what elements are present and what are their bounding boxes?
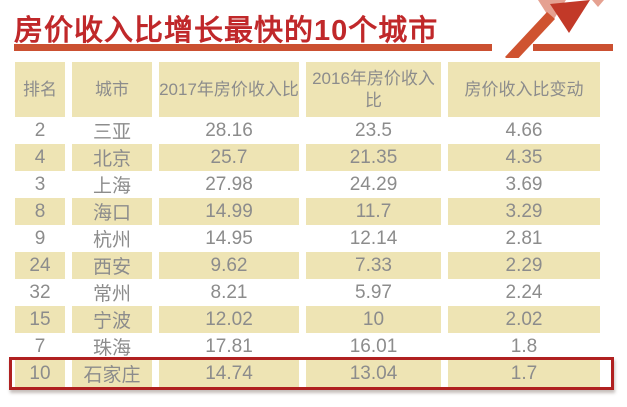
change-cell: 3.29 [448, 198, 600, 225]
ratio-2016-cell: 5.97 [306, 279, 441, 306]
ratio-2017-cell: 17.81 [159, 333, 299, 360]
table-row: 7 珠海 17.81 16.01 1.8 [15, 333, 600, 360]
ratio-2017-cell: 28.16 [159, 117, 299, 144]
header-row: 排名 城市 2017年房价收入比 2016年房价收入比 房价收入比变动 [15, 62, 600, 117]
ratio-2017-cell: 14.95 [159, 225, 299, 252]
price-income-ratio-table: 排名 城市 2017年房价收入比 2016年房价收入比 房价收入比变动 2 三亚… [8, 62, 607, 387]
ratio-2017-cell: 12.02 [159, 306, 299, 333]
rank-cell: 9 [15, 225, 65, 252]
city-cell: 北京 [72, 144, 152, 171]
city-cell: 西安 [72, 252, 152, 279]
rank-cell: 3 [15, 171, 65, 198]
ratio-2016-cell: 10 [306, 306, 441, 333]
change-cell: 2.29 [448, 252, 600, 279]
table-row: 9 杭州 14.95 12.14 2.81 [15, 225, 600, 252]
table-row: 8 海口 14.99 11.7 3.29 [15, 198, 600, 225]
city-cell: 宁波 [72, 306, 152, 333]
ratio-2016-cell: 16.01 [306, 333, 441, 360]
city-cell: 海口 [72, 198, 152, 225]
change-cell: 4.35 [448, 144, 600, 171]
header-cell-change: 房价收入比变动 [448, 62, 600, 117]
table-row: 2 三亚 28.16 23.5 4.66 [15, 117, 600, 144]
rank-cell: 24 [15, 252, 65, 279]
ratio-2016-cell: 24.29 [306, 171, 441, 198]
ratio-2016-cell: 13.04 [306, 360, 441, 387]
rank-cell: 32 [15, 279, 65, 306]
change-cell: 3.69 [448, 171, 600, 198]
header-cell-2017: 2017年房价收入比 [159, 62, 299, 117]
page-title: 房价收入比增长最快的10个城市 [14, 15, 439, 47]
ratio-2016-cell: 11.7 [306, 198, 441, 225]
city-cell: 石家庄 [72, 360, 152, 387]
table-row: 24 西安 9.62 7.33 2.29 [15, 252, 600, 279]
title-underline-left [14, 44, 492, 51]
title-underline-right [533, 44, 613, 51]
ratio-2016-cell: 21.35 [306, 144, 441, 171]
change-cell: 4.66 [448, 117, 600, 144]
city-cell: 珠海 [72, 333, 152, 360]
table-row-highlighted: 10 石家庄 14.74 13.04 1.7 [15, 360, 600, 387]
header-cell-rank: 排名 [15, 62, 65, 117]
ratio-2017-cell: 8.21 [159, 279, 299, 306]
rank-cell: 10 [15, 360, 65, 387]
ratio-2017-cell: 25.7 [159, 144, 299, 171]
table-row: 4 北京 25.7 21.35 4.35 [15, 144, 600, 171]
ratio-2016-cell: 23.5 [306, 117, 441, 144]
table-row: 15 宁波 12.02 10 2.02 [15, 306, 600, 333]
city-cell: 三亚 [72, 117, 152, 144]
city-cell: 常州 [72, 279, 152, 306]
change-cell: 2.02 [448, 306, 600, 333]
rising-trend-arrow-icon [492, 0, 627, 64]
table-row: 3 上海 27.98 24.29 3.69 [15, 171, 600, 198]
ratio-2017-cell: 14.99 [159, 198, 299, 225]
ratio-2016-cell: 7.33 [306, 252, 441, 279]
change-cell: 2.81 [448, 225, 600, 252]
change-cell: 1.7 [448, 360, 600, 387]
ratio-2017-cell: 14.74 [159, 360, 299, 387]
ratio-2017-cell: 27.98 [159, 171, 299, 198]
change-cell: 2.24 [448, 279, 600, 306]
header-cell-city: 城市 [72, 62, 152, 117]
rank-cell: 7 [15, 333, 65, 360]
header-cell-2016: 2016年房价收入比 [306, 62, 441, 117]
ratio-2017-cell: 9.62 [159, 252, 299, 279]
city-cell: 上海 [72, 171, 152, 198]
city-cell: 杭州 [72, 225, 152, 252]
rank-cell: 15 [15, 306, 65, 333]
change-cell: 1.8 [448, 333, 600, 360]
table-row: 32 常州 8.21 5.97 2.24 [15, 279, 600, 306]
ratio-2016-cell: 12.14 [306, 225, 441, 252]
rank-cell: 4 [15, 144, 65, 171]
rank-cell: 8 [15, 198, 65, 225]
rank-cell: 2 [15, 117, 65, 144]
